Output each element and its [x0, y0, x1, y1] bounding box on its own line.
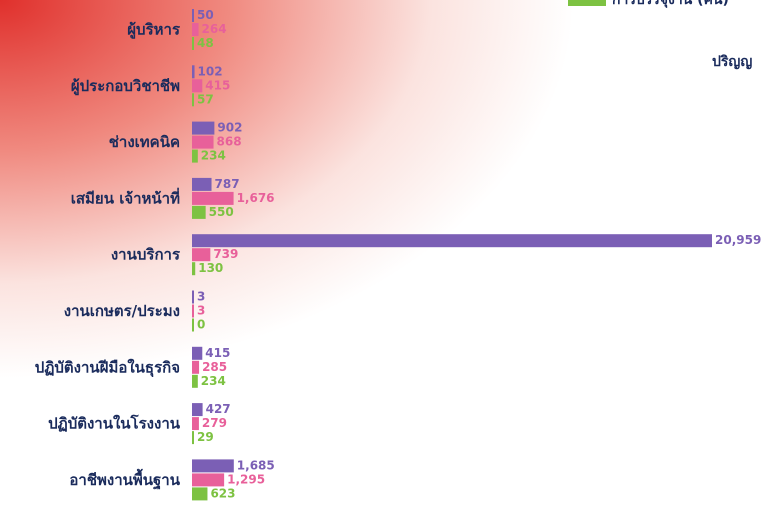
value-label: 285	[202, 360, 227, 374]
legend-label: การบรรจุงาน (คน)	[612, 0, 729, 8]
value-label: 20,959	[715, 233, 761, 247]
category-label: อาชีพงานพื้นฐาน	[69, 468, 180, 490]
bar	[192, 431, 194, 444]
bar	[192, 291, 194, 304]
value-label: 130	[198, 261, 223, 275]
category-label: งานบริการ	[111, 246, 181, 264]
category-label: ปฏิบัติงานฝีมือในธุรกิจ	[35, 358, 180, 377]
chart: ปริญญ การบรรจุงาน (คน) ผู้บริหาร 5026448 ผู…	[0, 0, 765, 504]
category-label: ผู้บริหาร	[127, 21, 181, 40]
category-label: ผู้ประกอบวิชาชีพ	[71, 77, 180, 96]
category-label: เสมียน เจ้าหน้าที่	[71, 187, 180, 207]
value-label: 3	[197, 290, 205, 304]
value-label: 29	[197, 430, 214, 444]
value-label: 550	[209, 205, 234, 219]
category-label: งานเกษตร/ประมง	[64, 302, 180, 320]
value-label: 787	[215, 177, 240, 191]
bar	[192, 459, 234, 472]
bar	[192, 319, 194, 332]
value-label: 50	[197, 8, 214, 22]
bar	[192, 37, 194, 50]
bar	[192, 150, 198, 163]
value-label: 279	[202, 416, 227, 430]
value-label: 623	[210, 486, 235, 500]
value-label: 234	[201, 374, 226, 388]
value-label: 1,295	[227, 472, 265, 486]
bar	[192, 178, 212, 191]
bar	[192, 9, 194, 22]
category-label: ช่างเทคนิค	[109, 133, 180, 151]
value-label: 427	[206, 402, 231, 416]
bar	[192, 136, 214, 149]
value-label: 3	[197, 304, 205, 318]
bar	[192, 65, 195, 78]
bar	[192, 361, 199, 374]
bar	[192, 93, 194, 106]
bar	[192, 206, 206, 219]
bar	[192, 487, 207, 500]
bar	[192, 347, 202, 360]
category-label: ปฏิบัติงานในโรงงาน	[48, 414, 181, 433]
bar	[192, 122, 214, 135]
value-label: 415	[205, 78, 230, 92]
value-label: 0	[197, 318, 205, 332]
value-label: 902	[217, 121, 242, 135]
value-label: 1,676	[237, 191, 275, 205]
value-label: 415	[205, 346, 230, 360]
annotation: ปริญญ	[712, 54, 752, 70]
bar	[192, 473, 224, 486]
bar	[192, 248, 210, 261]
value-label: 102	[198, 64, 223, 78]
value-label: 48	[197, 36, 214, 50]
value-label: 234	[201, 149, 226, 163]
value-label: 739	[213, 247, 238, 261]
bar	[192, 417, 199, 430]
bar	[192, 262, 195, 275]
value-label: 1,685	[237, 458, 275, 472]
bar	[192, 403, 203, 416]
bar	[192, 234, 712, 247]
bar	[192, 192, 234, 205]
bar	[192, 79, 202, 92]
value-label: 868	[217, 135, 242, 149]
value-label: 264	[202, 22, 227, 36]
bar	[192, 23, 199, 36]
legend-swatch	[568, 0, 606, 6]
bar	[192, 305, 194, 318]
value-label: 57	[197, 92, 214, 106]
bar	[192, 375, 198, 388]
